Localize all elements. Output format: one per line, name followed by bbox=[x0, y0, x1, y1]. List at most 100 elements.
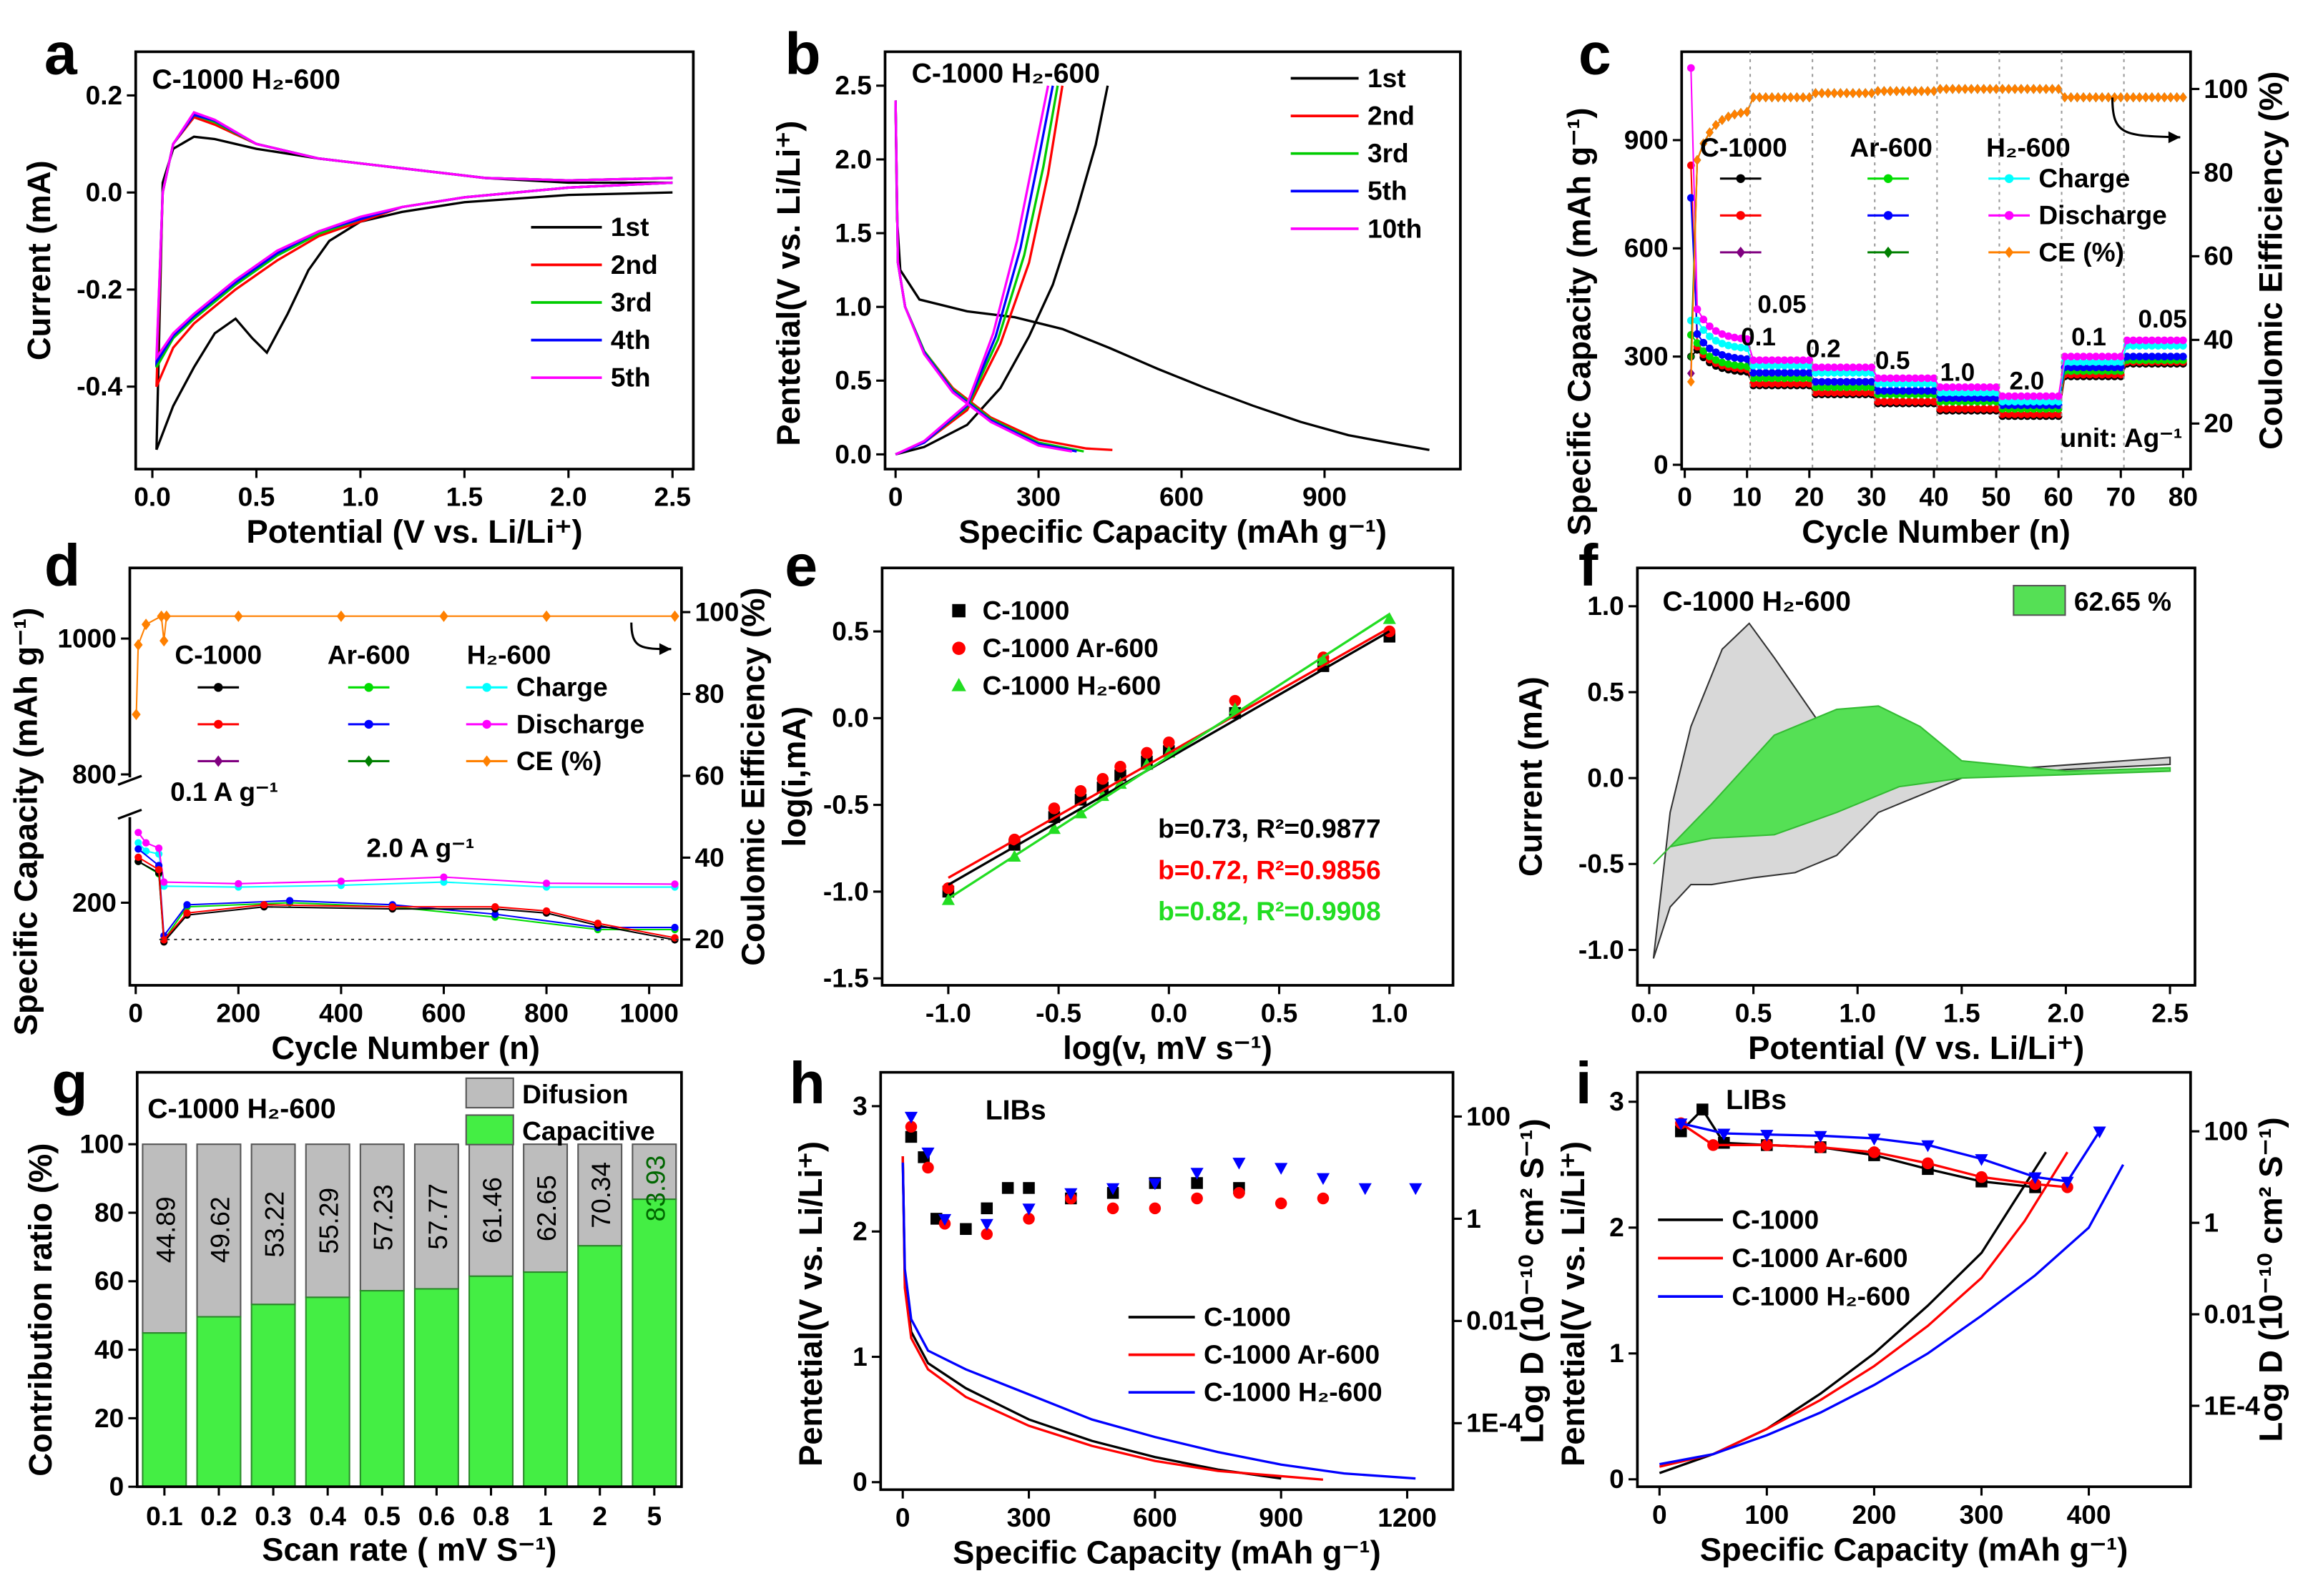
y-tick-label: 0.5 bbox=[1587, 676, 1624, 706]
data-point bbox=[670, 610, 679, 622]
data-point bbox=[2054, 398, 2063, 406]
annotation: unit: Ag⁻¹ bbox=[2061, 423, 2183, 453]
series-1st bbox=[155, 135, 673, 450]
rate-label: 0.1 bbox=[1741, 323, 1776, 351]
x-axis-label: Cycle Number (n) bbox=[1802, 513, 2071, 550]
data-point bbox=[1923, 86, 1932, 97]
data-point bbox=[388, 903, 396, 911]
x-tick-label: 10 bbox=[1732, 482, 1762, 512]
y2-tick-label: 100 bbox=[2204, 74, 2248, 104]
data-point bbox=[482, 683, 491, 692]
data-point bbox=[1868, 1146, 1880, 1158]
data-point bbox=[1793, 369, 1801, 377]
line-mark bbox=[1659, 1151, 2047, 1474]
data-point bbox=[1799, 374, 1807, 383]
plot-area: 44.89 49.62 53.22 55.29 57.23 57.77 61.46 62.65… bbox=[142, 1143, 677, 1488]
data-point bbox=[1699, 326, 1708, 334]
line-mark bbox=[1659, 1163, 2125, 1466]
data-point bbox=[952, 641, 966, 655]
data-point bbox=[2141, 336, 2150, 345]
axis-break-mark bbox=[117, 774, 142, 786]
series-c-1000-h-600 bbox=[901, 1162, 1416, 1480]
line-mark bbox=[155, 113, 673, 368]
data-point bbox=[1955, 84, 1963, 94]
data-point bbox=[1817, 369, 1826, 377]
data-point bbox=[1886, 374, 1895, 383]
panel-label: c bbox=[1578, 21, 1611, 87]
x-tick-label: 0 bbox=[128, 998, 143, 1028]
data-point bbox=[2092, 353, 2100, 361]
x-tick-label: 1000 bbox=[619, 998, 679, 1028]
data-point bbox=[2023, 84, 2031, 94]
data-point bbox=[2179, 336, 2187, 345]
legend-item: 1st bbox=[531, 212, 649, 242]
y-tick-label: -1.0 bbox=[823, 876, 869, 906]
data-point bbox=[2042, 84, 2051, 94]
data-point bbox=[1948, 84, 1957, 94]
data-point bbox=[671, 880, 679, 888]
data-point bbox=[1768, 369, 1776, 377]
data-point bbox=[235, 880, 242, 888]
data-point bbox=[1737, 107, 1745, 118]
arrowhead-icon bbox=[659, 643, 672, 655]
data-point bbox=[2035, 410, 2044, 418]
data-point bbox=[1774, 356, 1782, 365]
legend: 1st 2nd 3rd 4th 5th bbox=[531, 212, 658, 393]
data-point bbox=[1812, 388, 1820, 397]
data-point bbox=[1064, 1188, 1078, 1201]
x-tick-label: 2 bbox=[592, 1501, 607, 1531]
data-point bbox=[1855, 369, 1863, 377]
y2-tick-label: 100 bbox=[694, 596, 739, 626]
y-tick-label: 300 bbox=[1624, 341, 1669, 371]
y-tick-label: 20 bbox=[94, 1403, 124, 1433]
data-point bbox=[1023, 1182, 1035, 1194]
data-point bbox=[1986, 84, 1994, 94]
y-axis-label: Contribution ratio (%) bbox=[22, 1143, 59, 1477]
data-point bbox=[1967, 383, 1975, 391]
bar-capacitive bbox=[413, 1288, 459, 1488]
data-point bbox=[1141, 747, 1153, 759]
data-point bbox=[2173, 353, 2181, 361]
legend-fill-swatch bbox=[465, 1077, 514, 1109]
y-tick-label: 1000 bbox=[57, 623, 117, 653]
data-point bbox=[1922, 1157, 1934, 1170]
data-point bbox=[1961, 84, 1969, 94]
y2-tick-label: 20 bbox=[2204, 408, 2233, 438]
series-4th bbox=[154, 113, 673, 367]
data-point bbox=[1047, 822, 1061, 834]
series-total bbox=[1652, 622, 2171, 959]
panel-label: b bbox=[785, 21, 820, 87]
data-point bbox=[1232, 1158, 1246, 1170]
data-point bbox=[542, 907, 551, 915]
data-point bbox=[2136, 342, 2143, 350]
data-point bbox=[2092, 358, 2100, 366]
data-point bbox=[1780, 369, 1789, 377]
x-axis-label: Potential (V vs. Li/Li⁺) bbox=[1748, 1030, 2084, 1066]
data-point bbox=[2035, 392, 2044, 400]
data-point bbox=[134, 853, 142, 862]
panel-f: 0.0 0.5 1.0 1.5 2.0 2.5-1.0-0.50.00.51.0Poten… bbox=[1512, 533, 2196, 1066]
line-mark bbox=[137, 857, 675, 942]
data-point bbox=[1749, 92, 1757, 103]
data-point bbox=[2010, 398, 2019, 406]
data-point bbox=[1980, 383, 1988, 391]
data-point bbox=[1842, 378, 1851, 386]
plot-area bbox=[894, 85, 1430, 456]
data-point bbox=[942, 882, 955, 895]
bar-diffusion bbox=[196, 1143, 242, 1318]
data-point bbox=[1883, 246, 1893, 258]
x-tick-label: 200 bbox=[1852, 1499, 1896, 1530]
data-point bbox=[1936, 388, 1945, 397]
data-point bbox=[1724, 341, 1732, 350]
data-point bbox=[1973, 84, 1982, 94]
line-mark bbox=[895, 85, 1109, 456]
data-point bbox=[1761, 1139, 1773, 1151]
data-point bbox=[2048, 410, 2056, 418]
data-point bbox=[1973, 383, 1982, 391]
y-tick-label: 0 bbox=[853, 1467, 868, 1497]
data-point bbox=[904, 1111, 918, 1124]
x-tick-label: 300 bbox=[1960, 1499, 2004, 1530]
line-mark bbox=[154, 113, 673, 367]
data-point bbox=[1706, 353, 1714, 360]
series-c-1000 bbox=[1659, 1151, 2047, 1474]
